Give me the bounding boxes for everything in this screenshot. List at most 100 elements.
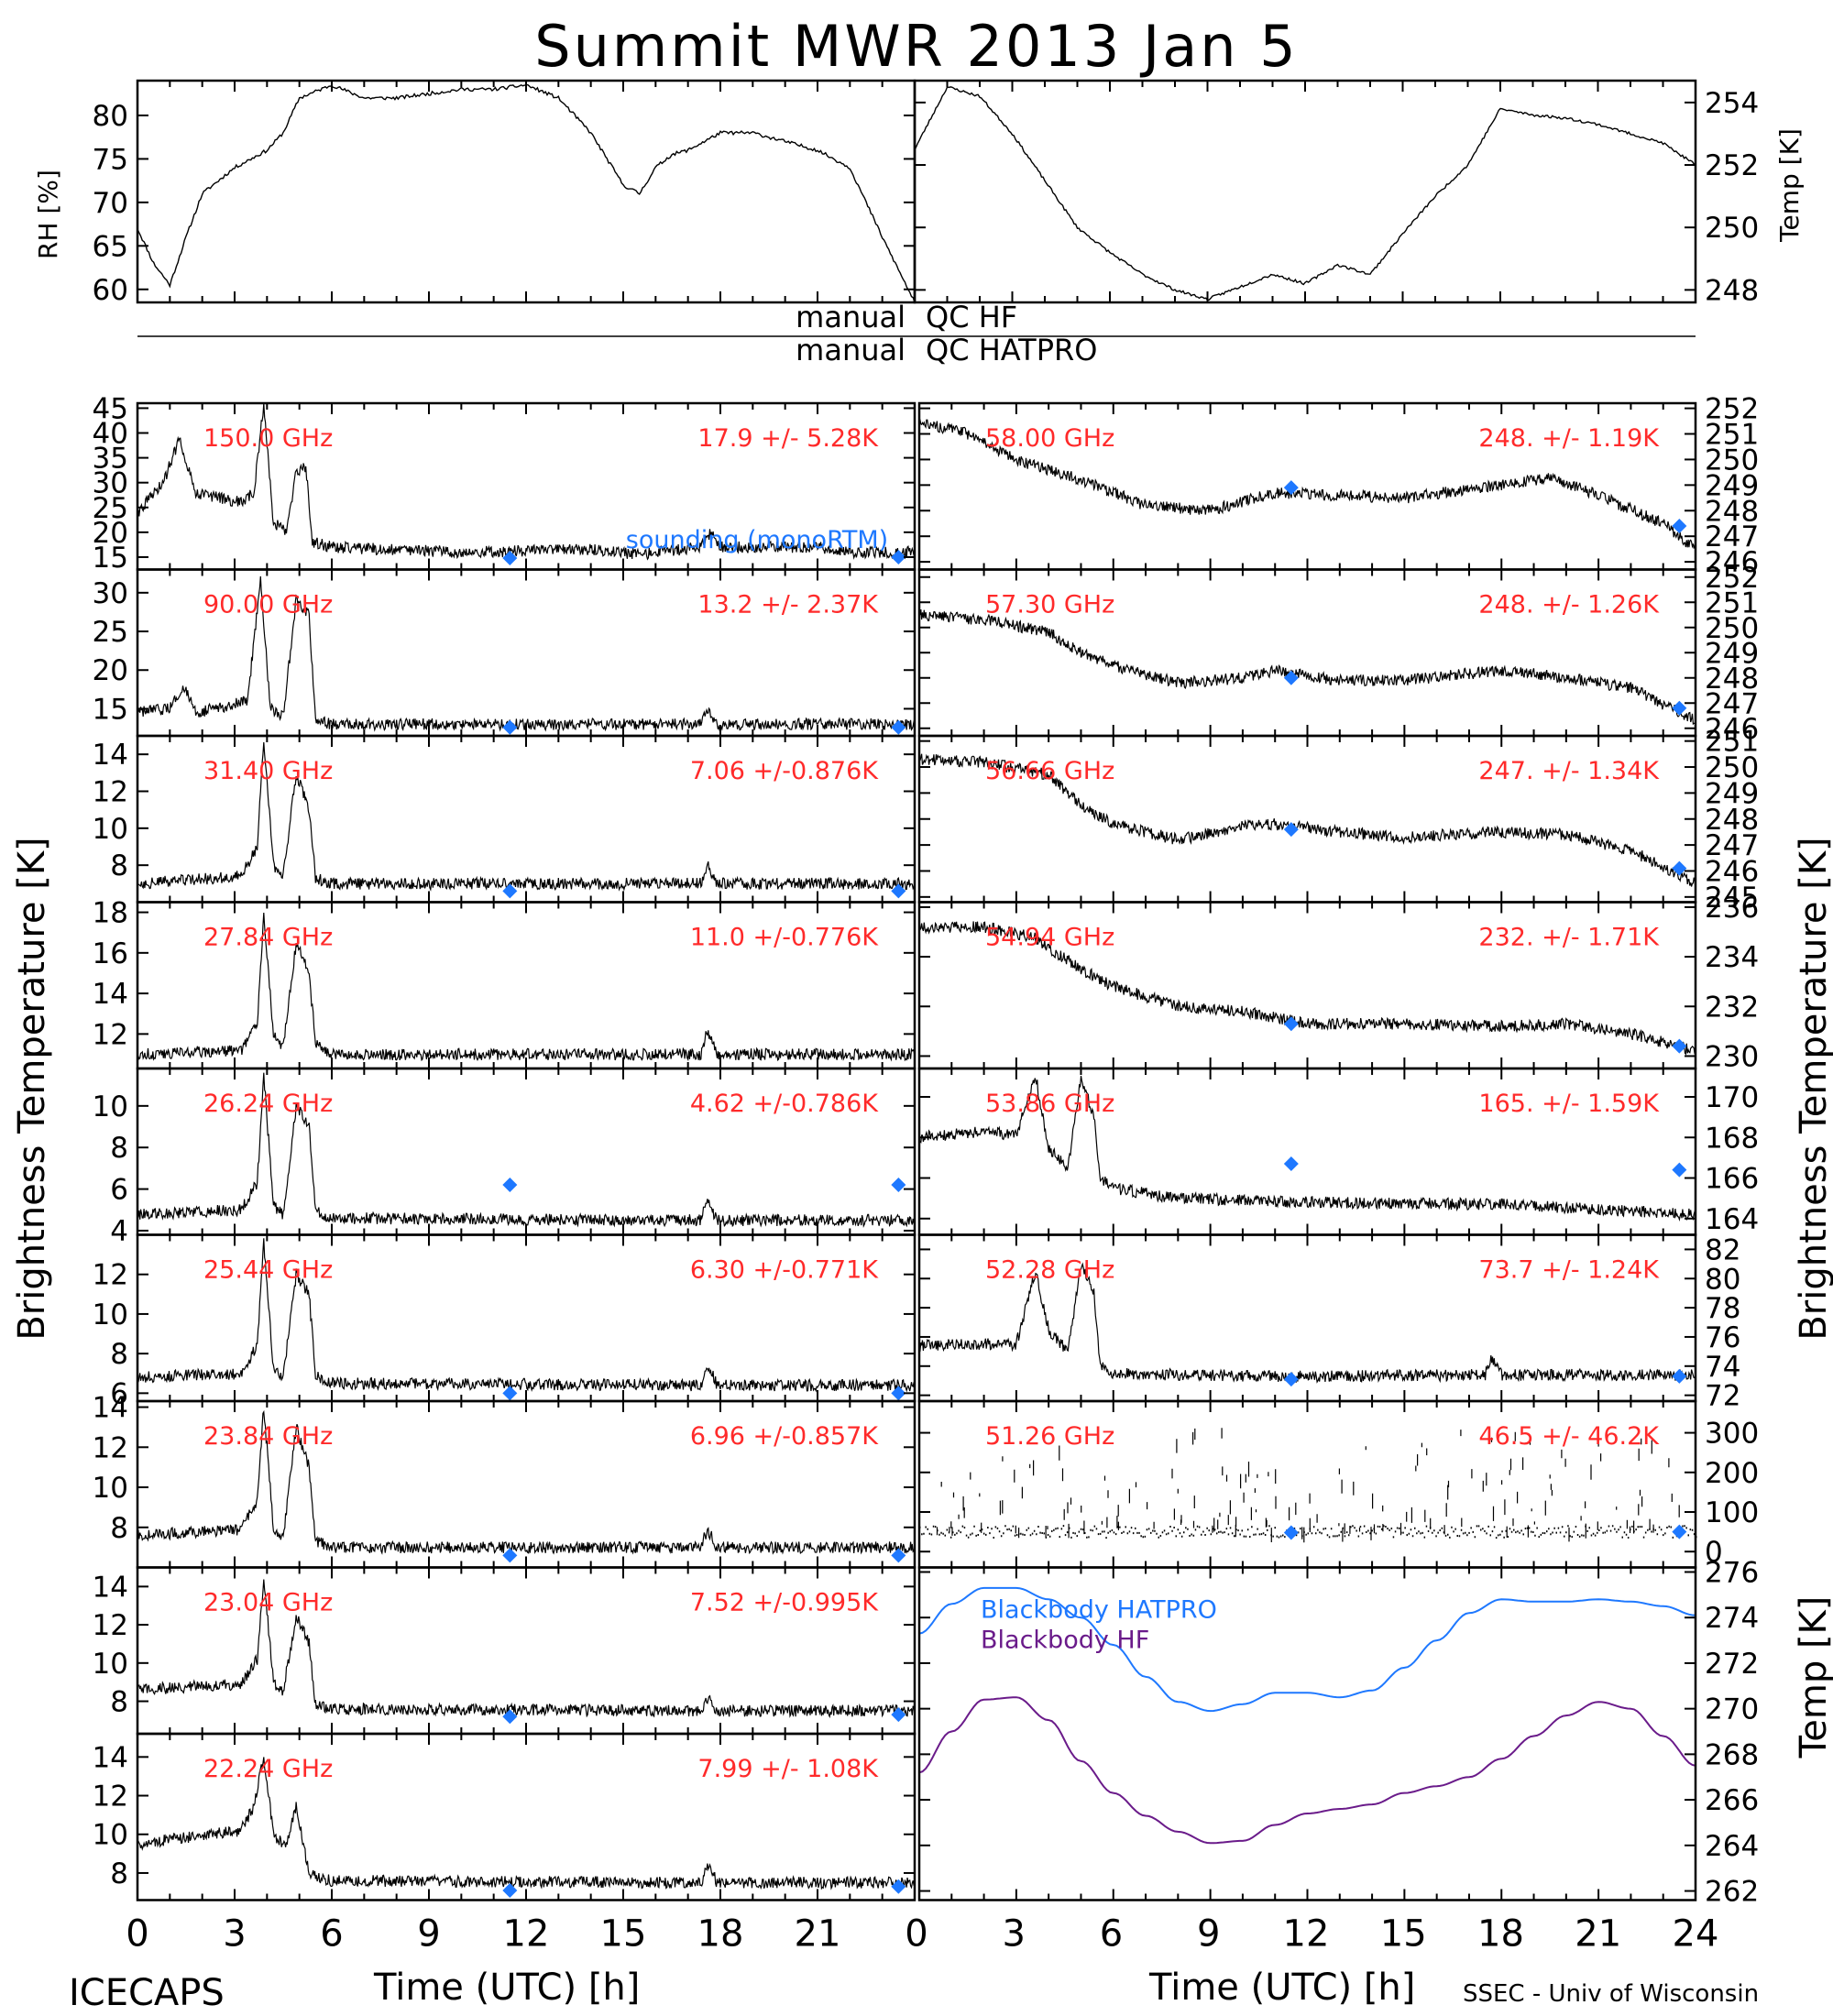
channel-frequency-label: 31.40 GHz bbox=[203, 757, 333, 785]
rh-series-line bbox=[137, 83, 916, 302]
x-tick-label-left: 12 bbox=[503, 1913, 550, 1956]
channel-panel: 31.40 GHz 7.06 +/-0.876K bbox=[137, 742, 916, 899]
qc-label-hf: QC HF bbox=[926, 300, 1017, 334]
y-tick-label: 78 bbox=[1705, 1292, 1740, 1325]
channel-panel: 23.84 GHz 6.96 +/-0.857K bbox=[137, 1409, 916, 1563]
channel-spikes bbox=[936, 1428, 1680, 1543]
y-tick-label: 248 bbox=[1705, 274, 1759, 307]
channel-frequency-label: 90.00 GHz bbox=[203, 591, 333, 619]
sounding-legend: sounding (monoRTM) bbox=[626, 526, 888, 554]
x-tick-label-left: 18 bbox=[697, 1913, 744, 1956]
y-tick-label: 248 bbox=[1705, 663, 1759, 696]
sounding-point bbox=[891, 1879, 906, 1894]
channel-panel: 27.84 GHz 11.0 +/-0.776K bbox=[137, 912, 916, 1062]
channel-frequency-label: 54.94 GHz bbox=[985, 924, 1114, 952]
temp-y-ticks: 248 250 252 254 bbox=[915, 87, 1759, 307]
bottom-x-tick-labels: 0 3 6 9 12 15 18 21 0 3 6 9 12 15 18 21 24 bbox=[126, 1913, 1718, 1956]
y-tick-label: 170 bbox=[1705, 1081, 1759, 1114]
channel-trace bbox=[918, 921, 1696, 1056]
blackbody-hf-line bbox=[918, 1696, 1696, 1845]
sounding-point bbox=[891, 1386, 906, 1401]
y-tick-label: 250 bbox=[1705, 444, 1759, 477]
channel-x-ticks bbox=[137, 1068, 916, 1235]
sounding-point bbox=[1672, 1038, 1687, 1054]
y-tick-label: 60 bbox=[93, 274, 128, 307]
y-tick-label: 75 bbox=[93, 143, 128, 176]
channel-panel: 52.28 GHz 73.7 +/- 1.24K bbox=[918, 1256, 1696, 1387]
y-tick-label: 236 bbox=[1705, 892, 1759, 925]
sounding-point bbox=[1672, 700, 1687, 716]
sounding-point bbox=[1283, 1372, 1299, 1387]
y-tick-label: 268 bbox=[1705, 1738, 1759, 1771]
legend-blackbody-hf: Blackbody HF bbox=[981, 1627, 1149, 1655]
y-tick-label: 164 bbox=[1705, 1203, 1759, 1236]
y-tick-label: 232 bbox=[1705, 991, 1759, 1024]
temp-top-axis-label: Temp [K] bbox=[1774, 128, 1805, 243]
channel-frequency-label: 25.44 GHz bbox=[203, 1256, 333, 1285]
y-tick-label: 0 bbox=[1705, 1536, 1723, 1569]
y-tick-label: 8 bbox=[110, 1338, 128, 1371]
sounding-point bbox=[1283, 1156, 1299, 1172]
temp-bottom-axis-label: Temp [K] bbox=[1793, 1596, 1833, 1759]
channel-panel: 56.66 GHz 247. +/- 1.34K bbox=[918, 753, 1696, 890]
y-tick-label: 245 bbox=[1705, 882, 1759, 915]
y-tick-label: 30 bbox=[93, 577, 128, 610]
blackbody-hatpro-line bbox=[918, 1586, 1696, 1713]
y-tick-label: 166 bbox=[1705, 1163, 1759, 1196]
channel-stat-label: 248. +/- 1.26K bbox=[1478, 591, 1660, 619]
sounding-point bbox=[502, 883, 518, 899]
y-tick-label: 249 bbox=[1705, 469, 1759, 502]
x-tick-label-right: 6 bbox=[1100, 1913, 1123, 1956]
x-tick-label-right: 21 bbox=[1575, 1913, 1621, 1956]
y-tick-label: 248 bbox=[1705, 804, 1759, 837]
y-tick-label: 15 bbox=[93, 693, 128, 726]
y-tick-label: 74 bbox=[1705, 1351, 1740, 1384]
y-tick-label: 25 bbox=[93, 492, 128, 525]
y-tick-label: 246 bbox=[1705, 855, 1759, 888]
channel-y-ticks: 12 14 16 18 bbox=[93, 897, 915, 1051]
channel-frequency-label: 150.0 GHz bbox=[203, 424, 333, 453]
sounding-point bbox=[502, 1548, 518, 1563]
channel-frequency-label: 52.28 GHz bbox=[985, 1256, 1114, 1285]
y-tick-label: 14 bbox=[93, 1392, 128, 1425]
y-tick-label: 272 bbox=[1705, 1648, 1759, 1681]
sounding-point bbox=[1672, 1524, 1687, 1539]
y-tick-label: 18 bbox=[93, 897, 128, 930]
y-tick-label: 251 bbox=[1705, 419, 1759, 452]
y-tick-label: 270 bbox=[1705, 1693, 1759, 1726]
y-tick-label: 249 bbox=[1705, 777, 1759, 810]
channel-x-ticks bbox=[137, 1567, 916, 1734]
sounding-point bbox=[1283, 670, 1299, 685]
rh-panel bbox=[137, 83, 916, 302]
y-tick-label: 12 bbox=[93, 1259, 128, 1292]
sounding-point bbox=[891, 1707, 906, 1723]
channel-stat-label: 7.52 +/-0.995K bbox=[690, 1589, 879, 1617]
sounding-point bbox=[1283, 1525, 1299, 1540]
y-tick-label: 65 bbox=[93, 230, 128, 263]
channel-x-ticks bbox=[918, 569, 1696, 736]
channel-trace bbox=[137, 742, 916, 892]
y-tick-label: 251 bbox=[1705, 586, 1759, 619]
project-label: ICECAPS bbox=[69, 1972, 225, 2014]
channel-y-ticks: 0 100 200 300 bbox=[919, 1418, 1759, 1569]
y-tick-label: 14 bbox=[93, 1741, 128, 1774]
blackbody-y-ticks: 262 264 266 268 270 272 274 276 bbox=[919, 1556, 1759, 1909]
x-tick-label-left: 21 bbox=[795, 1913, 841, 1956]
y-tick-label: 276 bbox=[1705, 1556, 1759, 1589]
sounding-point bbox=[1672, 1368, 1687, 1384]
y-tick-label: 30 bbox=[93, 467, 128, 500]
y-tick-label: 14 bbox=[93, 739, 128, 772]
y-tick-label: 72 bbox=[1705, 1380, 1740, 1413]
channel-trace bbox=[137, 1409, 916, 1555]
temp-panel bbox=[914, 86, 1696, 301]
y-tick-label: 45 bbox=[93, 392, 128, 425]
y-tick-label: 100 bbox=[1705, 1496, 1759, 1529]
y-tick-label: 251 bbox=[1705, 726, 1759, 759]
figure-title: Summit MWR 2013 Jan 5 bbox=[534, 13, 1299, 80]
